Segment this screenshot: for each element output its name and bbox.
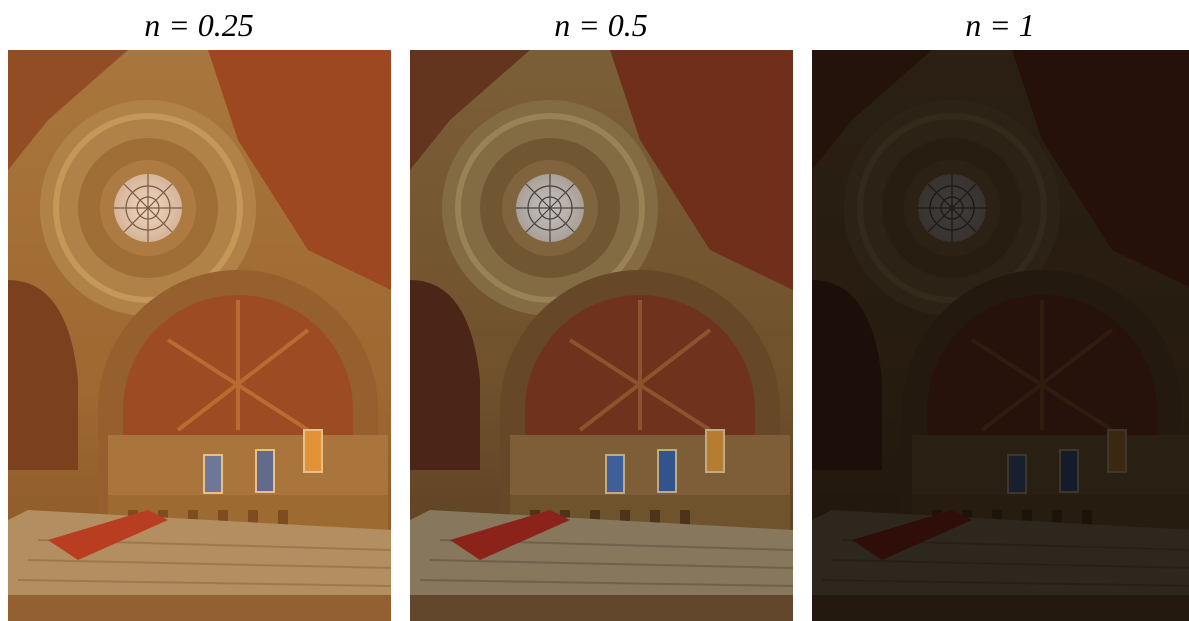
- panel-label: n = 1: [965, 7, 1035, 43]
- panel: [812, 50, 1189, 621]
- panel: [8, 50, 391, 621]
- panel-label: n = 0.25: [144, 7, 254, 43]
- panel-label: n = 0.5: [554, 7, 648, 43]
- panel: [410, 50, 793, 621]
